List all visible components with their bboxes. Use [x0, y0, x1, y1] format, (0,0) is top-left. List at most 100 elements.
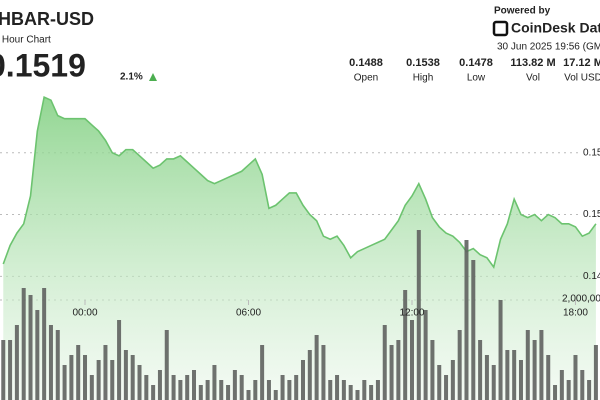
volume-bar — [573, 355, 578, 400]
volume-bar — [389, 345, 394, 400]
volume-bar — [505, 350, 510, 400]
volume-bar — [219, 380, 224, 400]
brand-logo — [492, 20, 509, 37]
volume-bar — [307, 350, 312, 400]
volume-bar — [362, 380, 367, 400]
price-line — [2, 95, 597, 269]
volume-bar — [437, 365, 442, 400]
volume-bar — [185, 375, 190, 400]
volume-bar — [151, 385, 156, 400]
volume-bar — [593, 345, 598, 400]
subtitle: 24 Hour Chart — [0, 35, 51, 46]
stat-label: Low — [467, 73, 486, 84]
volume-bar — [491, 365, 496, 400]
volume-bar — [587, 380, 592, 400]
volume-bar — [580, 370, 585, 400]
volume-bar — [117, 320, 122, 400]
stat-value: 17.12 M — [563, 57, 600, 69]
volume-bar — [375, 380, 380, 400]
volume-bar — [444, 375, 449, 400]
volume-bar — [430, 340, 435, 400]
volume-bar — [69, 355, 74, 400]
volume-bar — [253, 380, 258, 400]
volume-bar — [28, 295, 33, 400]
volume-bar — [246, 390, 251, 400]
volume-bar — [341, 380, 346, 400]
powered-by: Powered by — [494, 6, 551, 17]
volume-bar — [409, 320, 414, 400]
volume-bar — [294, 375, 299, 400]
volume-bar — [35, 310, 40, 400]
volume-bar — [130, 355, 135, 400]
stat-label: Open — [354, 73, 378, 84]
stats: 0.1488 Open 0.1538 High 0.1478 Low 113.82 M Vol… — [349, 57, 600, 84]
x-tick-label: 18:00 — [563, 308, 588, 319]
volume-bar — [205, 380, 210, 400]
volume-bar — [42, 288, 47, 400]
volume-bar — [348, 385, 353, 400]
volume-bar — [512, 350, 517, 400]
volume-bar — [539, 330, 544, 400]
y-tick-label: 0.148 — [583, 271, 600, 282]
volume-bar — [287, 380, 292, 400]
volume-bar — [212, 365, 217, 400]
stat-label: High — [413, 73, 434, 84]
y-tick-label: 0.15 — [583, 209, 600, 220]
volume-bar — [450, 360, 455, 400]
volume-bar — [21, 288, 26, 400]
volume-bar — [83, 355, 88, 400]
stat-label: Vol — [526, 73, 540, 84]
volume-bar — [137, 365, 142, 400]
volume-bar — [382, 325, 387, 400]
x-tick-label: 06:00 — [236, 308, 261, 319]
volume-bar — [532, 340, 537, 400]
volume-bar — [171, 375, 176, 400]
volume-bar — [273, 390, 278, 400]
volume-bar — [239, 375, 244, 400]
up-arrow — [149, 73, 157, 81]
stat-value: 0.1538 — [406, 57, 440, 69]
x-tick-label: 00:00 — [72, 308, 97, 319]
volume-bar — [546, 355, 551, 400]
volume-bar — [300, 360, 305, 400]
stat-value: 0.1478 — [459, 57, 493, 69]
volume-bar — [123, 350, 128, 400]
volume-bar — [403, 290, 408, 400]
volume-bar — [566, 380, 571, 400]
volume-bar — [478, 340, 483, 400]
volume-bar — [198, 385, 203, 400]
volume-bar — [110, 360, 115, 400]
volume-bar — [525, 330, 530, 400]
volume-bar — [48, 325, 53, 400]
price-area — [3, 97, 596, 400]
volume-bar — [321, 345, 326, 400]
volume-bar — [89, 375, 94, 400]
volume-bar — [1, 340, 6, 400]
plot: 0.148 0.15 0.152 2,000,000 00:00 06:00 12:00 18… — [0, 95, 600, 400]
volume-bar — [559, 370, 564, 400]
volume-bar — [260, 345, 265, 400]
volume-bar — [328, 380, 333, 400]
title: HBAR-USD — [0, 9, 94, 29]
volume-bar — [518, 360, 523, 400]
volume-bar — [355, 390, 360, 400]
volume-bar — [471, 260, 476, 400]
volume-bar — [103, 345, 108, 400]
volume-bar — [76, 345, 81, 400]
volume-bar — [232, 370, 237, 400]
y-tick-label: 0.152 — [583, 147, 600, 158]
volume-bar — [14, 325, 19, 400]
stat-value: 113.82 M — [510, 57, 555, 69]
volume-bar — [396, 340, 401, 400]
price: 0.1519 — [0, 47, 86, 83]
volume-bar — [423, 310, 428, 400]
x-tick-label: 12:00 — [399, 308, 424, 319]
volume-bar — [369, 385, 374, 400]
volume-bar — [484, 355, 489, 400]
volume-bar — [144, 375, 149, 400]
volume-bar — [164, 330, 169, 400]
volume-bar — [192, 370, 197, 400]
volume-bar — [553, 385, 558, 400]
volume-bar — [62, 365, 67, 400]
